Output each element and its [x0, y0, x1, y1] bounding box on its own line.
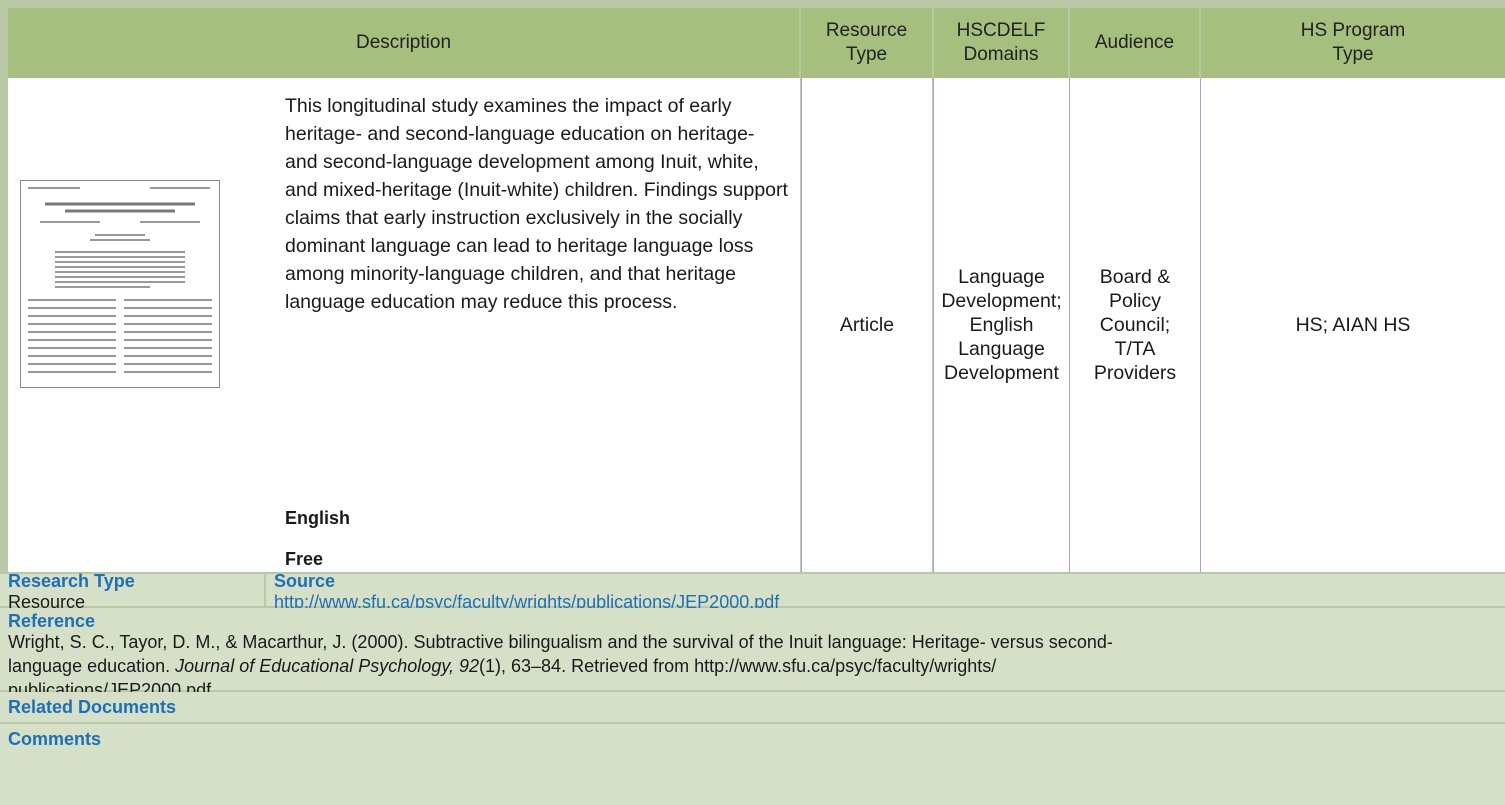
header-description: Description [8, 8, 799, 78]
source-label: Source [274, 571, 336, 591]
language: English [285, 508, 351, 528]
cost: Free [285, 549, 324, 569]
source-link[interactable]: http://www.sfu.ca/psyc/faculty/wrights/p… [274, 592, 780, 612]
related-documents-cell: Related Documents [0, 692, 1505, 722]
header-program-type: HS Program Type [1201, 8, 1505, 78]
domains-cell: Language Development; English Language D… [933, 78, 1069, 572]
resource-type-cell: Article [801, 78, 932, 572]
reference-text: Wright, S. C., Tayor, D. M., & Macarthur… [8, 630, 1148, 702]
research-type-value: Resource [8, 592, 86, 612]
comments-cell: Comments [0, 724, 1505, 805]
audience-cell: Board & Policy Council; T/TA Providers [1069, 78, 1200, 572]
comments-label: Comments [8, 729, 102, 749]
reference-cell: Reference Wright, S. C., Tayor, D. M., &… [0, 608, 1505, 700]
reference-label: Reference [8, 611, 96, 631]
program-type-cell: HS; AIAN HS [1200, 78, 1505, 572]
research-type-label: Research Type [8, 571, 135, 591]
description-text: This longitudinal study examines the imp… [285, 95, 788, 313]
thumbnail [20, 180, 220, 388]
reference-part: Wright, S. C., Tayor, D. M., & Macarthur… [8, 632, 1113, 676]
header-resource-type: Resource Type [801, 8, 932, 78]
header-audience: Audience [1070, 8, 1199, 78]
related-documents-label: Related Documents [8, 697, 177, 717]
description-cell: This longitudinal study examines the imp… [8, 78, 800, 572]
source-cell: Source http://www.sfu.ca/psyc/faculty/wr… [266, 571, 1505, 612]
research-type-cell: Research Type Resource [0, 571, 264, 612]
reference-journal: Journal of Educational Psychology, 92 [175, 656, 480, 676]
header-domains: HSCDELF Domains [934, 8, 1068, 78]
